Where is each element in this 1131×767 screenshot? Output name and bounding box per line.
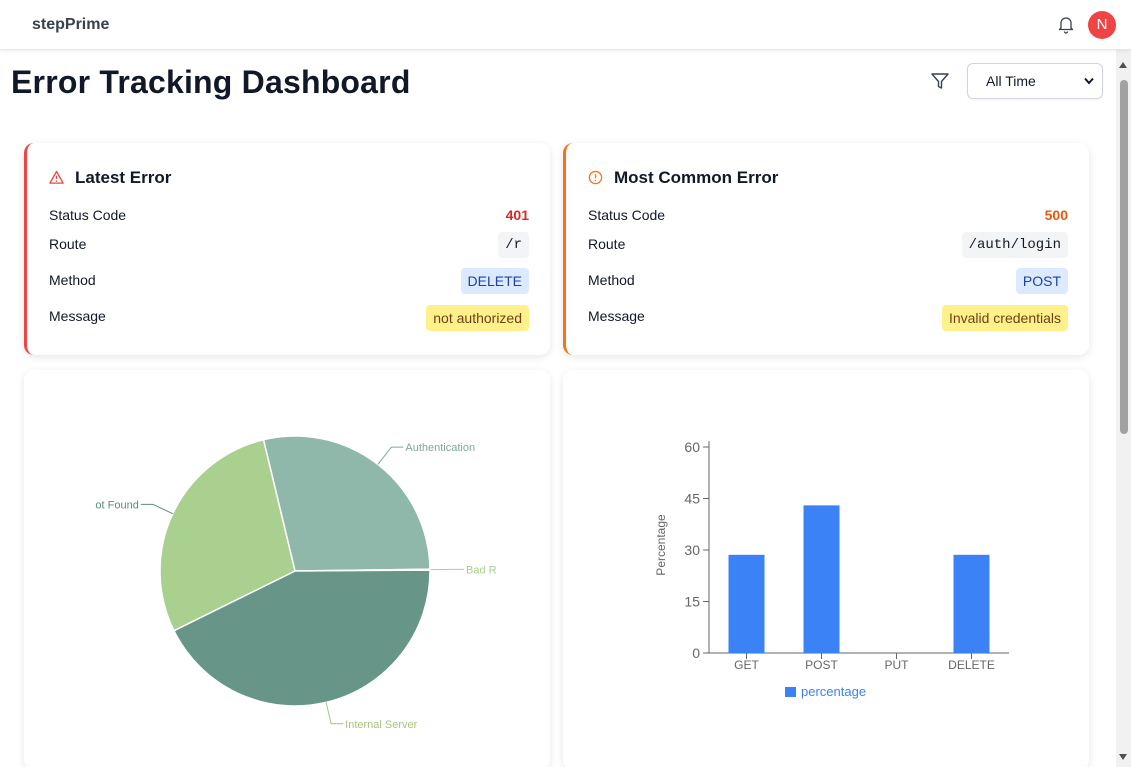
route-value: /auth/login: [961, 232, 1068, 258]
alert-circle-icon: [588, 170, 603, 185]
top-navbar: stepPrime N: [0, 0, 1131, 50]
page-title: Error Tracking Dashboard: [11, 64, 411, 100]
pie-label: Internal Server: [345, 719, 417, 731]
scrollbar[interactable]: [1116, 50, 1131, 767]
y-tick-label: 45: [684, 491, 700, 507]
y-axis-label: Percentage: [654, 514, 668, 576]
pie-leader-line: [377, 446, 404, 465]
y-tick-label: 60: [684, 439, 700, 455]
method-bar-chart-card: 0 15 30 45 60 Percentage GET POST PUT DELETE perce…: [563, 370, 1089, 767]
main-content: Error Tracking Dashboard All Time Latest…: [0, 50, 1116, 767]
filter-icon[interactable]: [930, 71, 950, 91]
error-type-pie-chart: Authentication Bad R Internal Server ot Fou…: [95, 435, 497, 731]
status-code-label: Status Code: [588, 207, 666, 223]
message-badge: Invalid credentials: [941, 305, 1068, 331]
method-label: Method: [588, 272, 635, 288]
route-label: Route: [588, 236, 626, 252]
method-badge: POST: [1015, 268, 1068, 294]
pie-slice[interactable]: [262, 435, 431, 572]
bar[interactable]: [953, 554, 990, 653]
x-tick-label: PUT: [885, 658, 910, 672]
time-range-select[interactable]: All Time: [967, 63, 1103, 99]
y-tick-label: 0: [692, 645, 700, 661]
legend-swatch: [785, 687, 796, 697]
chevron-down-icon: [1084, 77, 1094, 85]
y-tick-label: 30: [684, 542, 700, 558]
x-tick-label: DELETE: [948, 658, 995, 672]
message-label: Message: [588, 308, 645, 324]
pie-label: Bad R: [466, 564, 497, 576]
status-code-value: 401: [505, 207, 529, 223]
most-common-error-title: Most Common Error: [588, 168, 778, 188]
x-tick-label: POST: [805, 658, 838, 672]
pie-label: ot Found: [95, 499, 138, 511]
method-label: Method: [49, 272, 96, 288]
route-label: Route: [49, 236, 87, 252]
brand-name[interactable]: stepPrime: [32, 16, 110, 33]
pie-label: Authentication: [405, 442, 475, 454]
scroll-down-arrow-icon[interactable]: [1119, 754, 1127, 760]
latest-error-card: Latest Error Status Code 401 Route /r Me…: [24, 143, 550, 355]
time-range-value: All Time: [986, 73, 1036, 89]
pie-leader-line: [325, 702, 344, 725]
legend-label: percentage: [801, 684, 866, 699]
bar[interactable]: [728, 554, 765, 653]
most-common-error-card: Most Common Error Status Code 500 Route …: [563, 143, 1089, 355]
route-value: /r: [498, 232, 529, 258]
error-type-chart-card: Authentication Bad R Internal Server ot Fou…: [24, 370, 550, 767]
bell-icon[interactable]: [1058, 16, 1074, 34]
status-code-value: 500: [1044, 207, 1068, 223]
pie-leader-line: [140, 503, 173, 515]
avatar[interactable]: N: [1088, 11, 1116, 39]
y-tick-label: 15: [684, 594, 700, 610]
status-code-label: Status Code: [49, 207, 127, 223]
method-badge: DELETE: [460, 268, 529, 294]
method-bar-chart: 0 15 30 45 60 Percentage GET POST PUT DELETE perce…: [654, 439, 1009, 699]
x-tick-label: GET: [734, 658, 759, 672]
scroll-thumb[interactable]: [1120, 80, 1128, 434]
bar[interactable]: [803, 505, 840, 653]
scroll-up-arrow-icon[interactable]: [1119, 62, 1127, 68]
latest-error-title: Latest Error: [49, 168, 171, 188]
message-label: Message: [49, 308, 106, 324]
warning-icon: [49, 170, 64, 184]
message-badge: not authorized: [426, 305, 529, 331]
